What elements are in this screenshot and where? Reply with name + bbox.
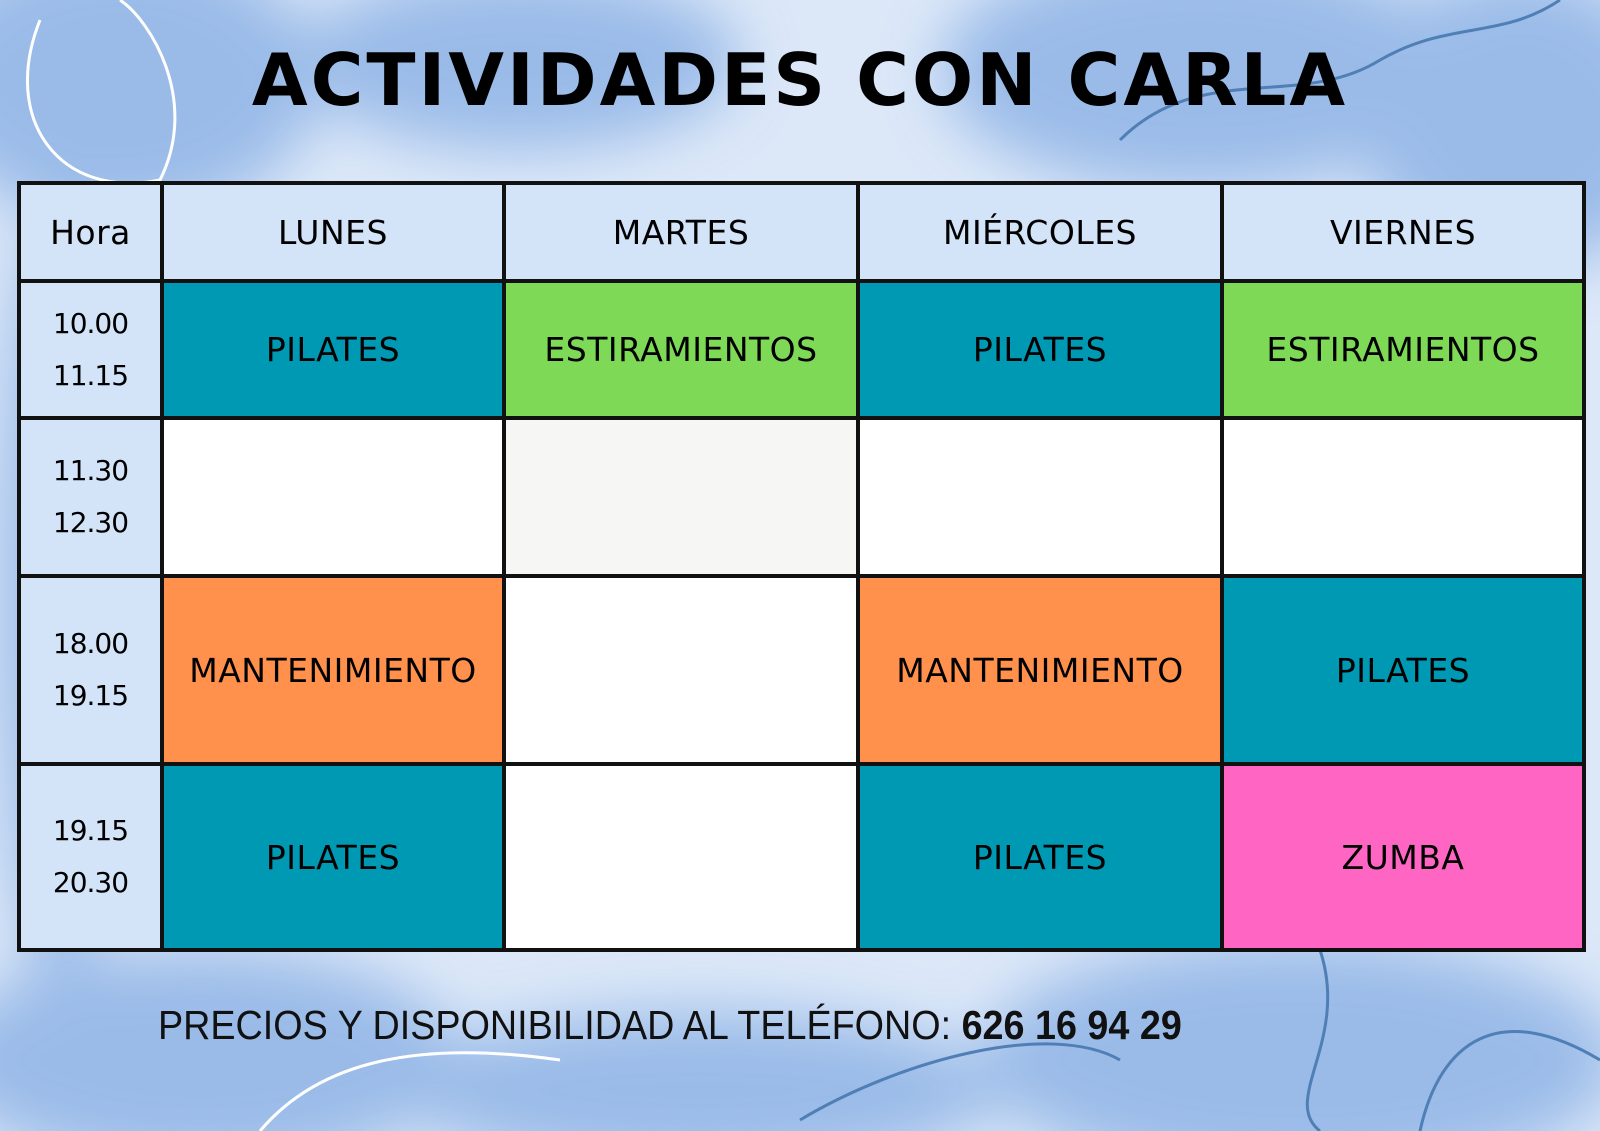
activity-cell: [502, 416, 860, 578]
activity-cell: PILATES: [160, 762, 506, 952]
header-martes: MARTES: [502, 181, 860, 283]
header-lunes: LUNES: [160, 181, 506, 283]
schedule-row: 10.00 11.15 PILATES ESTIRAMIENTOS PILATES EST…: [17, 279, 1586, 420]
end-time: 20.30: [52, 866, 129, 899]
activity-cell: [160, 416, 506, 578]
contact-footer: PRECIOS Y DISPONIBILIDAD AL TELÉFONO: 62…: [158, 1002, 1182, 1049]
activity-cell: [856, 416, 1224, 578]
activity-cell: [1220, 416, 1586, 578]
header-hora: Hora: [17, 181, 164, 283]
activity-cell: MANTENIMIENTO: [160, 574, 506, 766]
end-time: 12.30: [52, 506, 129, 539]
header-viernes: VIERNES: [1220, 181, 1586, 283]
schedule-table: Hora LUNES MARTES MIÉRCOLES VIERNES 10.0…: [17, 181, 1586, 952]
activity-cell: MANTENIMIENTO: [856, 574, 1224, 766]
page-title: ACTIVIDADES CON CARLA: [251, 38, 1349, 122]
time-cell: 18.00 19.15: [17, 574, 164, 766]
activity-cell: ESTIRAMIENTOS: [502, 279, 860, 420]
end-time: 19.15: [52, 679, 129, 712]
activity-cell: PILATES: [1220, 574, 1586, 766]
schedule-row: 11.30 12.30: [17, 416, 1586, 578]
schedule-row: 18.00 19.15 MANTENIMIENTO MANTENIMIENTO PILA…: [17, 574, 1586, 766]
activity-cell: [502, 762, 860, 952]
activity-cell: [502, 574, 860, 766]
footer-text: PRECIOS Y DISPONIBILIDAD AL TELÉFONO:: [158, 1002, 952, 1048]
start-time: 10.00: [52, 306, 129, 340]
activity-cell: PILATES: [160, 279, 506, 420]
activity-cell: PILATES: [856, 279, 1224, 420]
activity-cell: ESTIRAMIENTOS: [1220, 279, 1586, 420]
end-time: 11.15: [52, 358, 129, 392]
header-row: Hora LUNES MARTES MIÉRCOLES VIERNES: [17, 181, 1586, 283]
start-time: 11.30: [52, 454, 129, 487]
start-time: 18.00: [52, 627, 129, 660]
time-cell: 10.00 11.15: [17, 279, 164, 420]
activity-cell: PILATES: [856, 762, 1224, 952]
start-time: 19.15: [52, 814, 129, 847]
time-cell: 19.15 20.30: [17, 762, 164, 952]
schedule-row: 19.15 20.30 PILATES PILATES ZUMBA: [17, 762, 1586, 952]
phone-number: 626 16 94 29: [961, 1002, 1182, 1048]
activity-cell: ZUMBA: [1220, 762, 1586, 952]
header-miercoles: MIÉRCOLES: [856, 181, 1224, 283]
time-cell: 11.30 12.30: [17, 416, 164, 578]
